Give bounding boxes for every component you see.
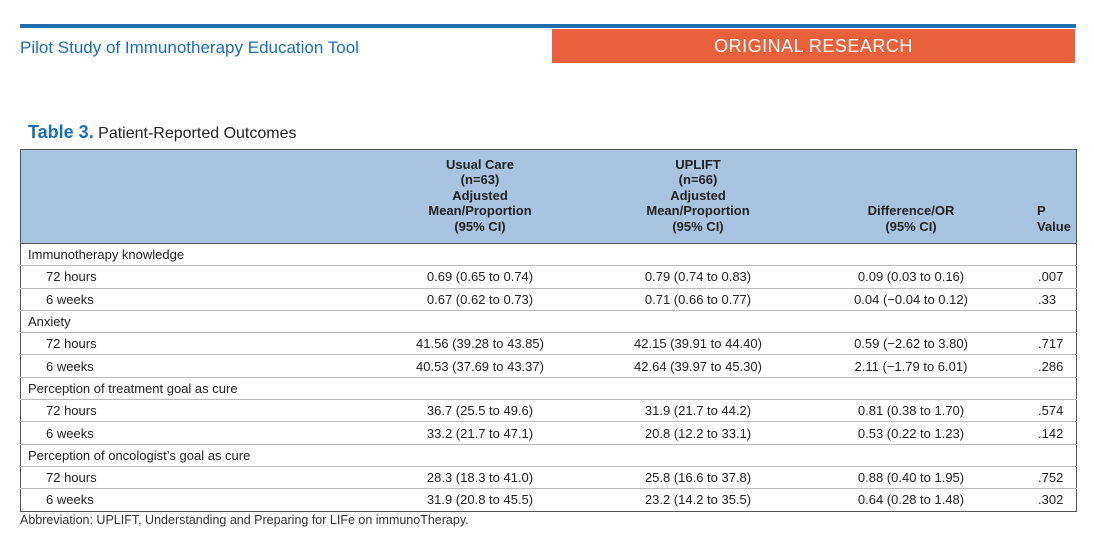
table-row: 72 hours 28.3 (18.3 to 41.0) 25.8 (16.6 …	[20, 466, 1077, 489]
section-label: ORIGINAL RESEARCH	[552, 29, 1075, 63]
p-value-cell: .33	[1038, 291, 1057, 307]
header-line: Adjusted	[452, 187, 508, 203]
table-row: 72 hours 41.56 (39.28 to 43.85) 42.15 (3…	[20, 333, 1077, 355]
p-value-cell: .717	[1038, 336, 1064, 352]
header-line: (95% CI)	[672, 218, 724, 234]
table-number: Table 3.	[28, 122, 94, 142]
table-row: 72 hours 36.7 (25.5 to 49.6) 31.9 (21.7 …	[20, 400, 1077, 422]
header-line: Mean/Proportion	[428, 203, 532, 218]
time-cell: 72 hours	[46, 470, 97, 486]
header-line: (n=66)	[678, 172, 718, 187]
usual-care-cell: 31.9 (20.8 to 45.5)	[426, 492, 534, 508]
difference-cell: 0.64 (0.28 to 1.48)	[857, 492, 965, 508]
header-blank	[20, 149, 368, 244]
difference-cell: 0.88 (0.40 to 1.95)	[857, 470, 965, 486]
empty-cell	[368, 377, 592, 399]
table-title: Patient-Reported Outcomes	[98, 125, 297, 142]
empty-cell	[368, 310, 592, 332]
usual-care-cell: 28.3 (18.3 to 41.0)	[426, 470, 534, 486]
table-header-row: Usual Care (n=63) Adjusted Mean/Proporti…	[20, 149, 1077, 244]
uplift-cell: 20.8 (12.2 to 33.1)	[644, 425, 752, 441]
usual-care-cell: 33.2 (21.7 to 47.1)	[426, 425, 534, 441]
p-value-cell: .007	[1038, 269, 1064, 285]
empty-cell	[804, 377, 1018, 399]
difference-cell: 0.81 (0.38 to 1.70)	[857, 403, 965, 419]
empty-cell	[1018, 310, 1077, 332]
usual-care-cell: 0.67 (0.62 to 0.73)	[426, 291, 534, 307]
usual-care-cell: 40.53 (37.69 to 43.37)	[416, 358, 544, 374]
table-row: 6 weeks 31.9 (20.8 to 45.5) 23.2 (14.2 t…	[21, 489, 1077, 511]
time-cell: 6 weeks	[46, 358, 94, 374]
group-label: Anxiety	[28, 314, 71, 330]
usual-care-cell: 36.7 (25.5 to 49.6)	[426, 403, 534, 419]
empty-cell	[804, 444, 1018, 466]
header-p-value: P Value	[1018, 149, 1077, 244]
group-label: Immunotherapy knowledge	[28, 247, 185, 263]
time-cell: 6 weeks	[46, 425, 94, 441]
difference-cell: 0.59 (−2.62 to 3.80)	[854, 336, 968, 352]
time-cell: 72 hours	[46, 269, 97, 285]
time-cell: 72 hours	[46, 403, 97, 419]
header-line: UPLIFT	[675, 156, 721, 172]
empty-cell	[1018, 444, 1077, 466]
outcomes-table: Usual Care (n=63) Adjusted Mean/Proporti…	[20, 149, 1077, 512]
difference-cell: 0.53 (0.22 to 1.23)	[857, 425, 965, 441]
p-value-cell: .286	[1038, 358, 1064, 374]
empty-cell	[592, 244, 804, 266]
empty-cell	[1018, 377, 1077, 399]
empty-cell	[592, 377, 804, 399]
uplift-cell: 25.8 (16.6 to 37.8)	[644, 470, 752, 486]
table-row: 72 hours 0.69 (0.65 to 0.74) 0.79 (0.74 …	[20, 266, 1077, 289]
empty-cell	[368, 244, 592, 266]
difference-cell: 2.11 (−1.79 to 6.01)	[854, 358, 968, 374]
header-line: Adjusted	[670, 187, 726, 203]
empty-cell	[804, 244, 1018, 266]
group-row: Anxiety	[20, 310, 1077, 333]
header-line: (n=63)	[460, 172, 500, 187]
uplift-cell: 23.2 (14.2 to 35.5)	[644, 492, 752, 508]
header-line: Mean/Proportion	[646, 203, 750, 218]
table-footnote: Abbreviation: UPLIFT, Understanding and …	[20, 513, 469, 527]
group-row: Perception of treatment goal as cure	[20, 377, 1077, 400]
header-line: Difference/OR	[867, 203, 955, 218]
header-line: (95% CI)	[454, 218, 506, 234]
empty-cell	[592, 444, 804, 466]
empty-cell	[592, 310, 804, 332]
group-label: Perception of treatment goal as cure	[28, 380, 238, 396]
top-rule	[20, 24, 1076, 28]
uplift-cell: 42.64 (39.97 to 45.30)	[634, 358, 762, 374]
running-title: Pilot Study of Immunotherapy Education T…	[20, 38, 359, 57]
table-row: 6 weeks 33.2 (21.7 to 47.1) 20.8 (12.2 t…	[20, 422, 1077, 445]
p-value-cell: .752	[1038, 470, 1064, 486]
group-label: Perception of oncologist’s goal as cure	[28, 447, 251, 463]
header-uplift: UPLIFT (n=66) Adjusted Mean/Proportion (…	[592, 149, 804, 244]
group-row: Perception of oncologist’s goal as cure	[20, 444, 1077, 467]
time-cell: 6 weeks	[46, 291, 94, 307]
time-cell: 6 weeks	[46, 492, 94, 508]
header-line: (95% CI)	[885, 218, 937, 234]
difference-cell: 0.09 (0.03 to 0.16)	[857, 269, 965, 285]
usual-care-cell: 41.56 (39.28 to 43.85)	[416, 336, 544, 352]
time-cell: 72 hours	[46, 336, 97, 352]
table-row: 6 weeks 0.67 (0.62 to 0.73) 0.71 (0.66 t…	[20, 288, 1077, 311]
table-caption: Table 3. Patient-Reported Outcomes	[28, 122, 296, 143]
header-usual-care: Usual Care (n=63) Adjusted Mean/Proporti…	[368, 149, 592, 244]
group-row: Immunotherapy knowledge	[20, 244, 1077, 266]
table-row: 6 weeks 40.53 (37.69 to 43.37) 42.64 (39…	[20, 355, 1077, 378]
uplift-cell: 0.79 (0.74 to 0.83)	[644, 269, 752, 285]
header-line: Usual Care	[446, 156, 514, 172]
uplift-cell: 31.9 (21.7 to 44.2)	[644, 403, 752, 419]
empty-cell	[1018, 244, 1077, 266]
empty-cell	[368, 444, 592, 466]
p-value-cell: .302	[1038, 492, 1064, 508]
usual-care-cell: 0.69 (0.65 to 0.74)	[426, 269, 534, 285]
header-difference: Difference/OR (95% CI)	[804, 149, 1018, 244]
difference-cell: 0.04 (−0.04 to 0.12)	[854, 291, 968, 307]
empty-cell	[804, 310, 1018, 332]
uplift-cell: 42.15 (39.91 to 44.40)	[634, 336, 762, 352]
p-value-cell: .142	[1038, 425, 1064, 441]
p-value-cell: .574	[1038, 403, 1064, 419]
uplift-cell: 0.71 (0.66 to 0.77)	[644, 291, 752, 307]
